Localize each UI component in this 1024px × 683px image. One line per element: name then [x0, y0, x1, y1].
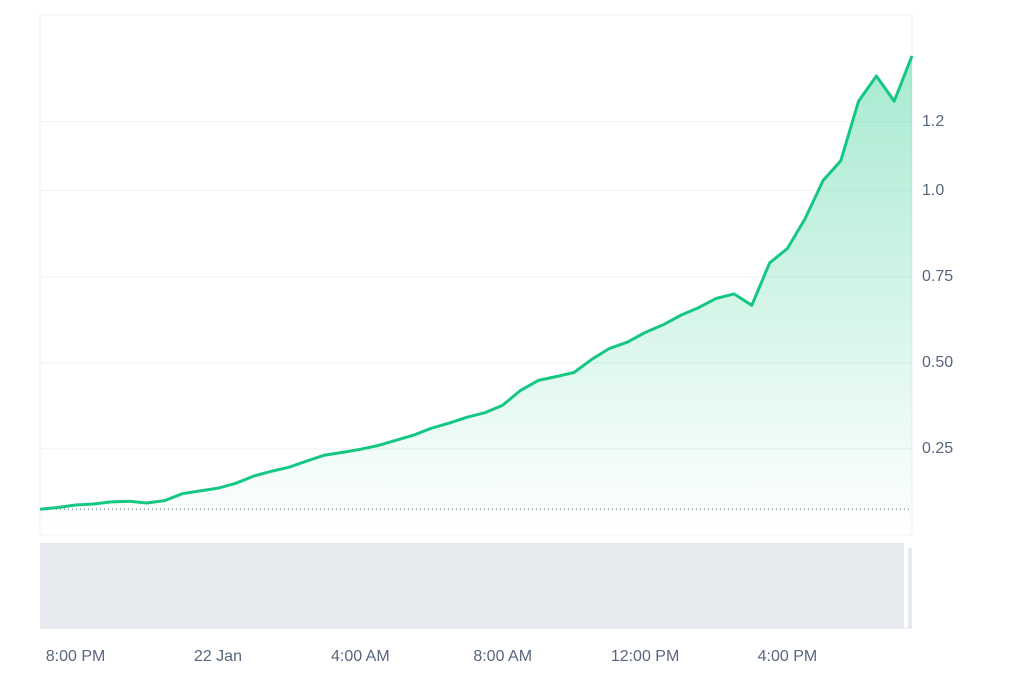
volume-area [40, 543, 904, 628]
y-tick-label: 1.0 [922, 182, 944, 199]
y-tick-label: 0.50 [922, 354, 953, 371]
y-tick-label: 0.75 [922, 268, 953, 285]
y-tick-label: 1.2 [922, 113, 944, 130]
x-tick-label: 4:00 AM [331, 648, 390, 665]
x-tick-label: 8:00 PM [46, 648, 106, 665]
price-line [39, 55, 914, 511]
x-tick-label: 12:00 PM [611, 648, 679, 665]
y-tick-label: 0.25 [922, 440, 953, 457]
x-tick-label: 22 Jan [194, 648, 242, 665]
x-tick-label: 4:00 PM [758, 648, 818, 665]
x-tick-label: 8:00 AM [473, 648, 532, 665]
volume-area [908, 548, 912, 628]
area-fill [40, 56, 912, 535]
